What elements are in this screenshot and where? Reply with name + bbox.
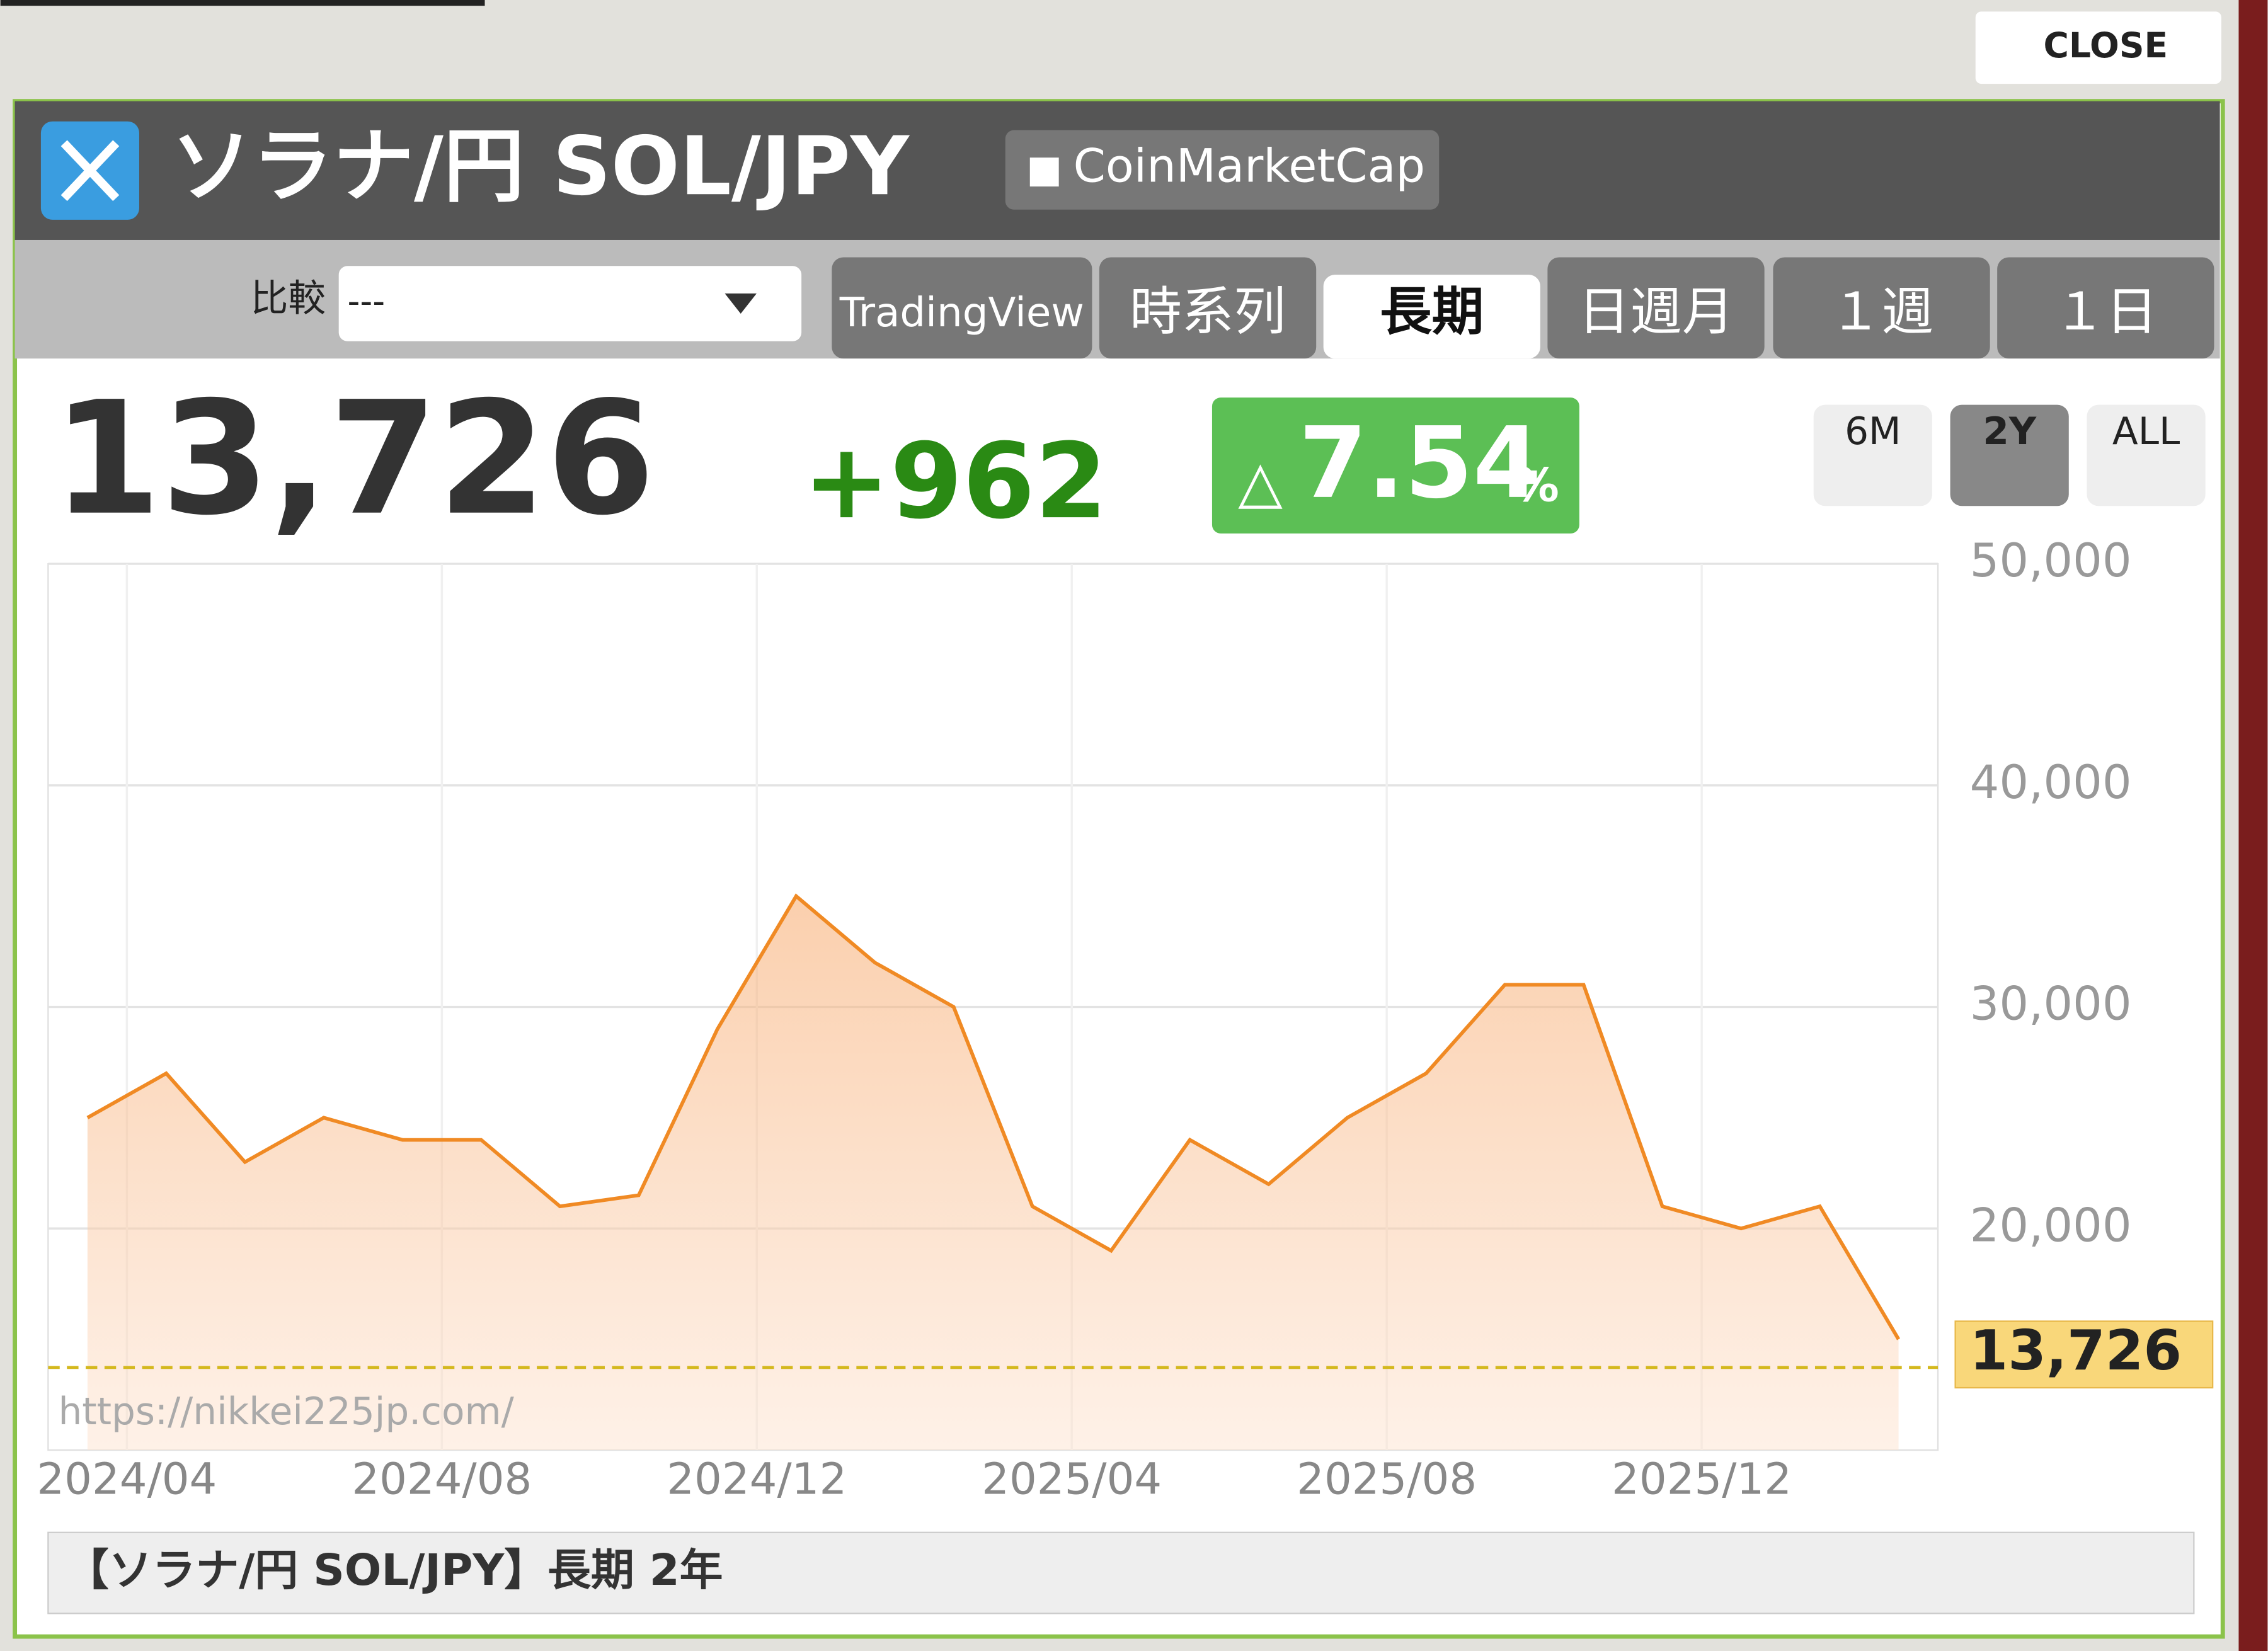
tab[interactable]: [832, 257, 1092, 359]
compare-label: 比較: [251, 277, 326, 321]
close-button[interactable]: [1975, 11, 2221, 84]
change-badge: [1211, 397, 1579, 534]
range-label[interactable]: ALL: [2112, 410, 2180, 454]
x-tick-label: 2024/12: [667, 1454, 847, 1505]
tab[interactable]: [1773, 257, 1990, 359]
current-label: 13,726: [1970, 1318, 2182, 1383]
top-bar: [0, 0, 485, 6]
range-label[interactable]: 2Y: [1983, 410, 2037, 454]
x-tick-label: 2025/04: [982, 1454, 1162, 1505]
range-button[interactable]: [2087, 404, 2206, 506]
tab-label[interactable]: １日: [2054, 282, 2158, 342]
area-fill: [87, 896, 1899, 1450]
y-tick-label: 30,000: [1970, 978, 2132, 1031]
price: 13,726: [52, 368, 655, 550]
tab-label[interactable]: 日週月: [1578, 282, 1734, 342]
link-label[interactable]: CoinMarketCap: [1074, 140, 1425, 193]
range-label[interactable]: 6M: [1845, 410, 1901, 454]
y-tick-label: 50,000: [1970, 534, 2132, 588]
change-pct: 7.54: [1299, 406, 1542, 520]
tab-label[interactable]: １週: [1830, 282, 1933, 342]
change: +962: [803, 421, 1107, 542]
tab-label[interactable]: 長期: [1380, 282, 1484, 342]
tab[interactable]: [1323, 275, 1540, 359]
watermark: https://nikkei225jp.com/: [58, 1390, 514, 1434]
range-button[interactable]: [1813, 404, 1932, 506]
dropdown-arrow: [724, 293, 757, 314]
caption: 【ソラナ/円 SOL/JPY】長期 2年: [66, 1545, 723, 1596]
link-icon: [1029, 157, 1059, 187]
side-strip: [2238, 0, 2268, 1651]
up-mark: △: [1238, 448, 1283, 516]
pct-unit: %: [1513, 459, 1559, 513]
tab[interactable]: [1547, 257, 1765, 359]
x-tick-label: 2025/12: [1612, 1454, 1792, 1505]
x-tick-label: 2024/08: [352, 1454, 532, 1505]
tab[interactable]: [1099, 257, 1317, 359]
compare-value[interactable]: ---: [347, 281, 385, 321]
x-icon-glyph: [60, 140, 120, 202]
tab-label[interactable]: TradingView: [839, 289, 1084, 336]
compare-select[interactable]: [338, 266, 802, 341]
y-tick-label: 40,000: [1970, 756, 2132, 809]
range-button[interactable]: [1950, 404, 2069, 506]
x-tick-label: 2025/08: [1297, 1454, 1477, 1505]
tab[interactable]: [1997, 257, 2214, 359]
current-label-box: [1954, 1320, 2214, 1389]
x-tick-label: 2024/04: [37, 1454, 217, 1505]
y-tick-label: 20,000: [1970, 1199, 2132, 1252]
tab-label[interactable]: 時系列: [1130, 282, 1286, 342]
title: ソラナ/円 SOL/JPY: [171, 120, 910, 214]
link-button[interactable]: [1005, 130, 1440, 210]
close-label[interactable]: CLOSE: [2043, 25, 2168, 66]
caption-box: [47, 1531, 2195, 1614]
price-line: [86, 893, 1901, 1340]
